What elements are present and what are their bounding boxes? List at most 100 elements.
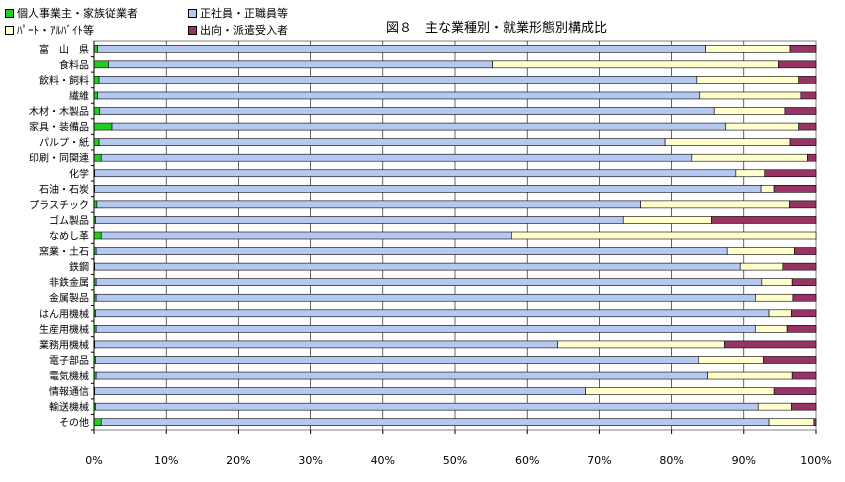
x-tick-label: 10%	[154, 454, 178, 467]
bar-segment	[778, 60, 817, 69]
category-label: パルプ・紙	[39, 136, 89, 149]
bar-segment	[108, 60, 493, 69]
bar-segment	[93, 91, 98, 100]
bar-segment	[726, 247, 795, 255]
chart-title: 図８ 主な業種別・就業形態別構成比	[386, 21, 608, 36]
x-tick-label: 100%	[800, 454, 831, 467]
x-tick-label: 50%	[443, 454, 467, 467]
bar-segment	[807, 153, 817, 162]
category-label: 非鉄金属	[49, 276, 89, 289]
category-label: その他	[59, 416, 89, 429]
bar-segment	[98, 76, 698, 84]
bar-segment	[93, 418, 102, 427]
bar-segment	[724, 340, 817, 349]
legend-swatch-regular	[188, 8, 197, 18]
legend-item-part-time: ﾊﾟｰﾄ・ｱﾙﾊﾞｲﾄ等	[5, 22, 94, 38]
bar-segment	[707, 371, 793, 380]
bar-segment	[95, 216, 624, 224]
bar-segment	[96, 200, 641, 209]
bar-segment	[664, 138, 791, 146]
bar-segment	[789, 44, 817, 53]
category-label: はん用機械	[39, 307, 89, 320]
bar-segment	[97, 44, 706, 53]
bar-segment	[97, 91, 701, 100]
x-tick-label: 20%	[226, 454, 250, 467]
x-tick-label: 0%	[85, 454, 102, 467]
bar-segment	[100, 153, 693, 162]
bar-segment	[691, 153, 808, 162]
legend-swatch-dispatched	[188, 25, 197, 35]
bar-segment	[94, 185, 762, 193]
bar-segment	[95, 325, 756, 333]
bar-segment	[764, 169, 817, 178]
bar-segment	[94, 340, 558, 349]
category-label: 食料品	[59, 58, 89, 71]
category-label: 化学	[69, 167, 89, 180]
category-label: なめし革	[49, 230, 89, 243]
x-tick-label: 40%	[371, 454, 395, 467]
bar-segment	[93, 76, 100, 84]
bar-segment	[791, 309, 817, 318]
category-label: 石油・石炭	[39, 183, 89, 196]
category-label: 木材・木製品	[29, 105, 89, 118]
category-label: 業務用機械	[39, 338, 89, 351]
bar-segment	[696, 76, 799, 84]
legend-label-part-time: ﾊﾟｰﾄ・ｱﾙﾊﾞｲﾄ等	[17, 24, 94, 37]
bar-segment	[735, 169, 766, 178]
bar-segment	[789, 138, 817, 146]
bar-segment	[698, 356, 764, 364]
bar-segment	[95, 309, 770, 318]
bar-segment	[768, 418, 815, 427]
bar-segment	[93, 138, 100, 146]
bar-segment	[791, 371, 817, 380]
bar-segment	[705, 44, 791, 53]
category-label: 金属製品	[49, 292, 89, 305]
bar-segment	[761, 278, 793, 286]
bar-segment	[813, 418, 817, 427]
bar-segment	[762, 356, 817, 364]
bar-segment	[755, 293, 794, 302]
legend-label-regular: 正社員・正職員等	[200, 7, 288, 20]
bar-segment	[95, 278, 763, 286]
legend-swatch-part-time	[5, 25, 14, 35]
bar-segment	[557, 340, 725, 349]
bar-segment	[93, 107, 101, 115]
x-tick-label: 30%	[298, 454, 322, 467]
x-tick-label: 80%	[659, 454, 683, 467]
x-tick-label: 90%	[732, 454, 756, 467]
bar-segment	[492, 60, 779, 69]
bar-segment	[99, 107, 715, 115]
category-label: 繊維	[69, 89, 89, 102]
bar-segment	[95, 293, 756, 302]
category-label: 情報通信	[49, 385, 89, 398]
bar-segment	[800, 91, 817, 100]
category-label: 電気機械	[49, 370, 89, 383]
bar-segment	[786, 325, 817, 333]
bar-segment	[93, 231, 102, 240]
category-label: プラスチック	[29, 199, 89, 211]
bar-segment	[93, 153, 102, 162]
bar-segment	[95, 356, 699, 364]
category-label: 電子部品	[49, 354, 89, 367]
bar-segment	[794, 247, 817, 255]
bar-segment	[782, 262, 817, 271]
category-label: 家具・装備品	[29, 121, 89, 134]
bar-segment	[640, 200, 790, 209]
bar-segment	[791, 278, 817, 286]
bar-segment	[725, 122, 799, 131]
legend-item-self-employed: 個人事業主・家族従業者	[5, 5, 138, 21]
bar-segment	[622, 216, 712, 224]
bar-segment	[94, 387, 586, 395]
bar-segment	[760, 185, 775, 193]
bar-segment	[711, 216, 817, 224]
bar-segment	[95, 402, 759, 411]
bar-segment	[93, 60, 109, 69]
bar-segment	[699, 91, 802, 100]
bar-segment	[585, 387, 775, 395]
bar-segment	[93, 44, 98, 53]
legend-item-dispatched: 出向・派遣受入者	[188, 22, 288, 38]
bar-segment	[768, 309, 792, 318]
category-label: 輸送機械	[49, 401, 89, 414]
category-label: ゴム製品	[49, 214, 89, 227]
legend-item-regular: 正社員・正職員等	[188, 5, 288, 21]
